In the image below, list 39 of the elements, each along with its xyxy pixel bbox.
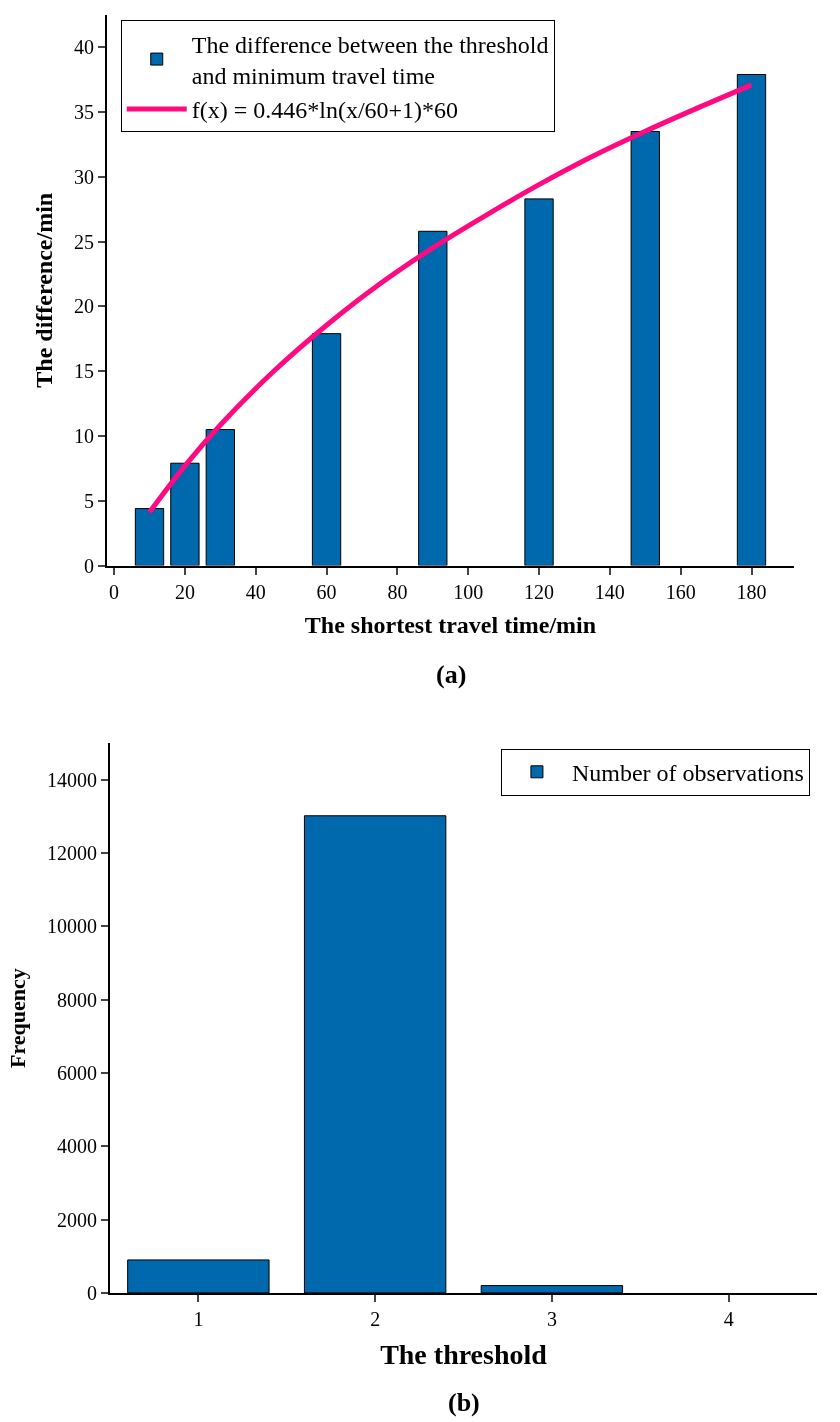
- y-tick-label: 8000: [57, 988, 97, 1011]
- y-tick-label: 15: [74, 360, 94, 383]
- x-tick-label: 140: [594, 580, 625, 603]
- y-tick-label: 30: [74, 165, 94, 188]
- y-tick-label: 14000: [47, 768, 97, 791]
- x-tick-label: 80: [387, 580, 408, 603]
- y-tick-label: 5: [84, 489, 94, 512]
- x-tick-label: 3: [546, 1307, 557, 1330]
- x-axis-title: The threshold: [380, 1338, 548, 1370]
- x-tick-label: 180: [736, 580, 767, 603]
- y-tick-label: 25: [74, 230, 94, 253]
- legend-label: Number of observations: [571, 760, 804, 787]
- y-tick-label: 0: [84, 554, 94, 577]
- text: (b): [448, 1388, 480, 1417]
- x-tick-label: 60: [316, 580, 337, 603]
- x-tick-label: 100: [453, 580, 484, 603]
- x-tick-label: 0: [109, 580, 120, 603]
- x-axis-title: The shortest travel time/min: [304, 612, 597, 639]
- y-tick-label: 10: [74, 425, 94, 448]
- y-tick-label: 6000: [57, 1062, 97, 1085]
- y-tick-label: 4000: [57, 1135, 97, 1158]
- legend-label: f(x) = 0.446*ln(x/60+1)*60: [191, 97, 459, 124]
- y-tick-label: 40: [74, 36, 94, 59]
- y-tick-label: 2000: [57, 1208, 97, 1231]
- x-tick-label: 4: [723, 1307, 734, 1330]
- x-tick-label: 120: [524, 580, 555, 603]
- x-tick-label: 40: [245, 580, 266, 603]
- y-axis-title: Frequency: [5, 968, 31, 1068]
- y-tick-label: 20: [74, 295, 94, 318]
- x-tick-label: 20: [174, 580, 195, 603]
- y-tick-label: 10000: [47, 915, 97, 938]
- x-tick-label: 160: [665, 580, 696, 603]
- y-tick-label: 35: [74, 101, 94, 124]
- y-axis-title: The difference/min: [30, 192, 57, 388]
- y-tick-label: 12000: [47, 842, 97, 865]
- x-tick-label: 1: [193, 1307, 204, 1330]
- y-tick-label: 0: [87, 1281, 97, 1304]
- x-tick-label: 2: [370, 1307, 381, 1330]
- text: (a): [436, 660, 467, 689]
